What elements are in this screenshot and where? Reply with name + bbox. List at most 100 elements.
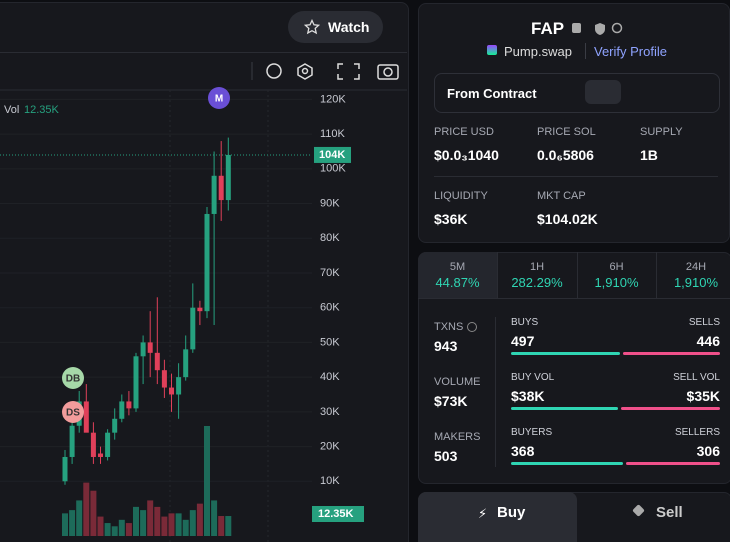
volume-bar [125,523,132,536]
candle-body [126,401,132,409]
split-right-value: 306 [696,443,720,459]
token-icons [572,22,623,35]
sell-bar [626,462,720,465]
timeframe-label: 1H [529,261,545,273]
candle-body [83,401,89,433]
volume-bar [83,482,90,536]
timeframe-change: 1,910% [594,275,639,290]
volume-bar [189,510,196,536]
price-tag-label: 104K [319,149,345,161]
volume-bar [211,500,218,536]
watch-button[interactable]: Watch [288,11,383,43]
vol-tag-label: 12.35K [318,508,354,520]
marker [208,87,230,109]
divider [418,298,730,299]
fullscreen-icon[interactable] [337,63,360,80]
candle-body [197,307,203,312]
volume-bar [118,519,125,536]
from-contract-box [434,73,720,113]
timeframe-tab[interactable] [577,252,657,298]
buy-icon: ⚡︎ [478,506,488,521]
volume-bar [175,513,182,536]
split-right-label: SELLS [688,317,720,328]
split-left-value: $38K [511,388,545,404]
total-value: 943 [434,338,458,354]
volume-bar [147,500,154,536]
y-tick-label: 90K [320,197,340,209]
camera-icon[interactable] [377,64,399,80]
timeframe-tab[interactable] [498,252,578,298]
timeframe-label: 6H [609,261,624,273]
volume-bar [76,500,83,536]
chart-toolbar [251,62,399,80]
token-card [418,3,730,243]
volume-bar [104,523,111,536]
marker-label: M [215,94,223,105]
split-right-label: SELLERS [674,427,720,438]
vol-value: 12.35K [24,104,60,116]
split-right-value: 446 [696,333,720,349]
sell-label[interactable]: Sell [656,504,683,521]
candle-body [105,432,111,457]
stat-label: PRICE SOL [537,126,596,138]
buy-bar [511,407,619,410]
candle-body [133,356,139,409]
timeframe-tab[interactable] [418,252,498,298]
volume-bar [196,503,203,536]
community-btn[interactable] [585,80,621,104]
stat-value: $104.02K [537,211,598,227]
separator [585,43,586,59]
verify-link[interactable]: Verify Profile [594,44,667,59]
split-left-value: 497 [511,333,535,349]
watch-label: Watch [328,19,370,35]
marker-label: DS [66,408,80,419]
stat-value: $36K [434,211,468,227]
volume-bar [154,506,161,536]
candle-body [90,432,96,457]
buy-bar [511,352,620,355]
y-tick-label: 20K [320,440,340,452]
divider [495,317,496,467]
sell-bar [621,407,720,410]
candle-body [98,453,103,457]
buy-label: Buy [497,504,526,521]
candle-body [112,418,118,433]
total-value: $73K [434,393,468,409]
split-right-label: SELL VOL [673,372,720,383]
timeframe-label: 24H [685,261,707,273]
volume-bar [90,490,97,536]
y-tick-label: 110K [320,128,346,140]
from-contract[interactable]: From Contract [447,86,537,101]
candle-body [62,456,68,482]
total-label: MAKERS [434,431,481,443]
volume-bar [133,506,139,536]
marker-label: DB [66,374,80,385]
buy-tab[interactable] [418,492,577,542]
split-left-label: BUYERS [511,427,553,438]
total-label: TXNS [434,321,464,333]
volume-bar [225,516,232,536]
volume-bar [204,426,210,536]
stat-value: 0.0₆5806 [537,147,594,163]
candle-body [161,370,167,388]
stat-value: 1B [640,147,658,163]
star-icon [304,19,320,35]
candlestick-chart: 10K 20K 30K 40K 50K 60K 70K 80K 90K 100K 110K 120K 1… [0,87,407,542]
volume-bar [69,510,76,536]
volume-bar [97,516,104,536]
split-left-label: BUYS [511,317,539,328]
stat-label: MKT CAP [537,190,586,202]
indicator-icon[interactable] [266,63,282,79]
settings-icon[interactable] [297,63,313,80]
candle-body [176,377,182,395]
volume-bar [62,513,68,536]
volume-bar [218,516,225,536]
stat-value: $0.0₃1040 [434,147,499,163]
y-tick-label: 10K [320,475,340,487]
y-tick-label: 120K [320,93,346,105]
y-tick-label: 40K [320,371,340,383]
stat-label: PRICE USD [434,126,494,138]
stat-label: SUPPLY [640,126,683,138]
y-tick-label: 30K [320,406,340,418]
candle-body [169,387,174,395]
